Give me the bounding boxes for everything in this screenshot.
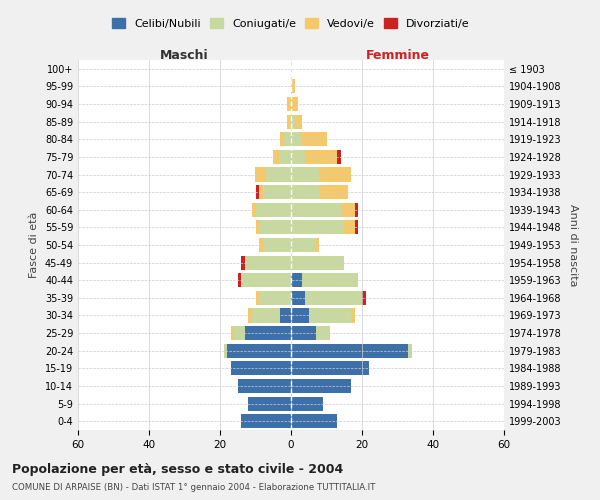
Bar <box>280 150 291 164</box>
Bar <box>291 344 408 358</box>
Bar <box>291 291 305 305</box>
Bar <box>241 414 291 428</box>
Bar <box>291 396 323 410</box>
Bar <box>302 132 326 146</box>
Bar <box>291 168 319 181</box>
Bar <box>291 362 369 376</box>
Bar <box>280 132 284 146</box>
Bar <box>309 308 352 322</box>
Bar <box>234 326 245 340</box>
Bar <box>273 150 280 164</box>
Bar <box>245 326 291 340</box>
Bar <box>238 379 291 393</box>
Bar <box>252 202 256 217</box>
Bar <box>291 273 302 287</box>
Bar <box>302 273 358 287</box>
Bar <box>291 308 309 322</box>
Bar <box>291 185 319 199</box>
Bar <box>291 132 302 146</box>
Bar <box>291 97 298 111</box>
Bar <box>316 238 319 252</box>
Bar <box>263 238 291 252</box>
Y-axis label: Fasce di età: Fasce di età <box>29 212 39 278</box>
Bar <box>408 344 412 358</box>
Text: Maschi: Maschi <box>160 49 209 62</box>
Bar <box>316 326 330 340</box>
Bar <box>291 238 316 252</box>
Y-axis label: Anni di nascita: Anni di nascita <box>568 204 578 286</box>
Bar <box>291 379 352 393</box>
Bar <box>319 185 348 199</box>
Text: Femmine: Femmine <box>365 49 430 62</box>
Bar <box>355 202 358 217</box>
Bar <box>230 362 291 376</box>
Bar <box>291 220 344 234</box>
Bar <box>259 291 291 305</box>
Bar <box>319 168 352 181</box>
Bar <box>280 308 291 322</box>
Bar <box>284 132 291 146</box>
Bar <box>263 185 291 199</box>
Legend: Celibi/Nubili, Coniugati/e, Vedovi/e, Divorziati/e: Celibi/Nubili, Coniugati/e, Vedovi/e, Di… <box>108 14 474 34</box>
Bar <box>252 308 280 322</box>
Bar <box>295 114 302 128</box>
Bar <box>259 220 291 234</box>
Bar <box>241 256 245 270</box>
Bar <box>227 344 291 358</box>
Bar <box>341 202 355 217</box>
Bar <box>259 238 263 252</box>
Bar <box>248 308 252 322</box>
Bar <box>224 344 227 358</box>
Text: Popolazione per età, sesso e stato civile - 2004: Popolazione per età, sesso e stato civil… <box>12 462 343 475</box>
Bar <box>256 168 266 181</box>
Bar <box>238 273 241 287</box>
Bar <box>287 114 291 128</box>
Bar <box>256 291 259 305</box>
Bar <box>248 396 291 410</box>
Bar <box>337 150 341 164</box>
Bar <box>287 97 291 111</box>
Bar <box>344 220 355 234</box>
Bar <box>352 308 355 322</box>
Bar <box>230 326 234 340</box>
Bar <box>291 202 341 217</box>
Bar <box>291 114 295 128</box>
Bar <box>291 80 295 94</box>
Bar <box>291 414 337 428</box>
Bar <box>266 168 291 181</box>
Bar <box>291 150 305 164</box>
Bar <box>362 291 365 305</box>
Bar <box>305 291 362 305</box>
Bar <box>259 185 263 199</box>
Text: COMUNE DI ARPAISE (BN) - Dati ISTAT 1° gennaio 2004 - Elaborazione TUTTITALIA.IT: COMUNE DI ARPAISE (BN) - Dati ISTAT 1° g… <box>12 482 376 492</box>
Bar <box>245 256 291 270</box>
Bar <box>305 150 337 164</box>
Bar <box>241 273 291 287</box>
Bar <box>256 185 259 199</box>
Bar <box>291 326 316 340</box>
Bar <box>256 202 291 217</box>
Bar <box>355 220 358 234</box>
Bar <box>291 256 344 270</box>
Bar <box>256 220 259 234</box>
